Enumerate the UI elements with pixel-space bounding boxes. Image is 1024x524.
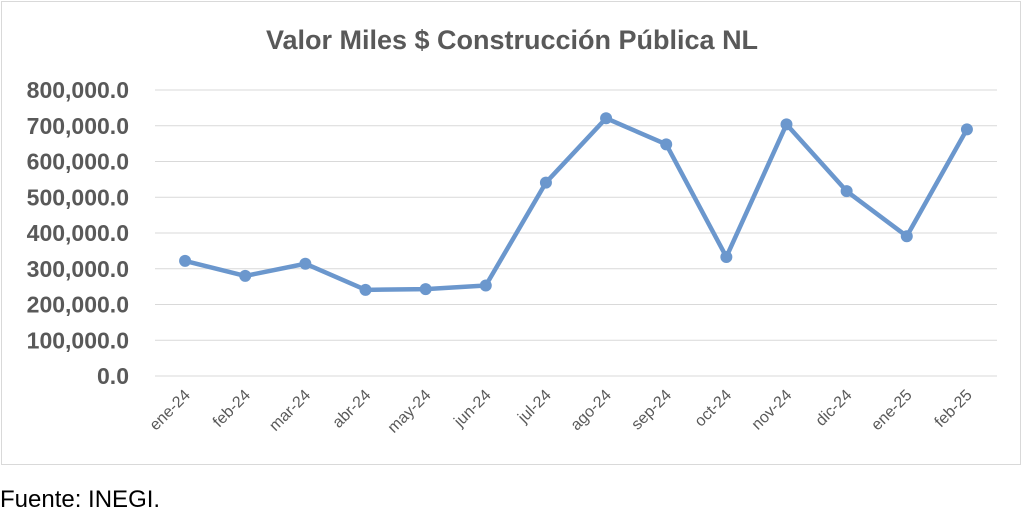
data-point — [960, 123, 973, 136]
x-tick-label: ene-24 — [147, 387, 194, 434]
y-tick-label: 600,000.0 — [27, 149, 129, 175]
data-point — [479, 279, 492, 292]
y-axis-ticks: 0.0 100,000.0 200,000.0 300,000.0 400,000.0 5… — [27, 77, 129, 389]
x-tick-label: abr-24 — [330, 387, 375, 432]
x-tick-label: ago-24 — [568, 387, 615, 434]
data-point — [720, 250, 733, 263]
data-point — [299, 257, 312, 270]
data-point — [419, 283, 432, 296]
x-tick-label: mar-24 — [266, 387, 314, 435]
x-tick-label: jun-24 — [450, 387, 494, 431]
y-tick-label: 100,000.0 — [27, 327, 129, 353]
x-tick-label: sep-24 — [628, 387, 675, 434]
data-point — [179, 254, 192, 267]
x-tick-label: dic-24 — [813, 387, 856, 430]
y-tick-label: 700,000.0 — [27, 113, 129, 139]
y-tick-label: 300,000.0 — [27, 256, 129, 282]
x-tick-label: feb-25 — [932, 387, 976, 431]
data-point — [840, 185, 853, 198]
data-point — [900, 230, 913, 243]
data-point — [359, 283, 372, 296]
y-tick-label: 500,000.0 — [27, 184, 129, 210]
data-point — [780, 118, 793, 131]
x-tick-label: nov-24 — [749, 387, 796, 434]
data-point — [239, 269, 252, 282]
data-point — [539, 176, 552, 189]
x-tick-label: may-24 — [385, 387, 435, 437]
x-tick-label: feb-24 — [210, 387, 254, 431]
y-tick-label: 200,000.0 — [27, 292, 129, 318]
series-line-group — [179, 112, 973, 296]
x-tick-label: ene-25 — [868, 387, 915, 434]
series-line — [184, 115, 969, 293]
x-axis-ticks: ene-24 feb-24 mar-24 abr-24 may-24 jun-24 jul-… — [147, 387, 976, 437]
chart-title: Valor Miles $ Construcción Pública NL — [266, 25, 758, 55]
y-tick-label: 0.0 — [97, 363, 129, 389]
x-tick-label: oct-24 — [692, 387, 736, 431]
line-chart: Valor Miles $ Construcción Pública NL 0.… — [27, 25, 997, 437]
grid-lines — [155, 89, 997, 377]
x-tick-label: jul-24 — [514, 387, 554, 427]
data-point — [660, 138, 673, 151]
data-point — [600, 112, 613, 125]
source-note: Fuente: INEGI. — [0, 486, 161, 513]
y-tick-label: 400,000.0 — [27, 220, 129, 246]
y-tick-label: 800,000.0 — [27, 77, 129, 103]
